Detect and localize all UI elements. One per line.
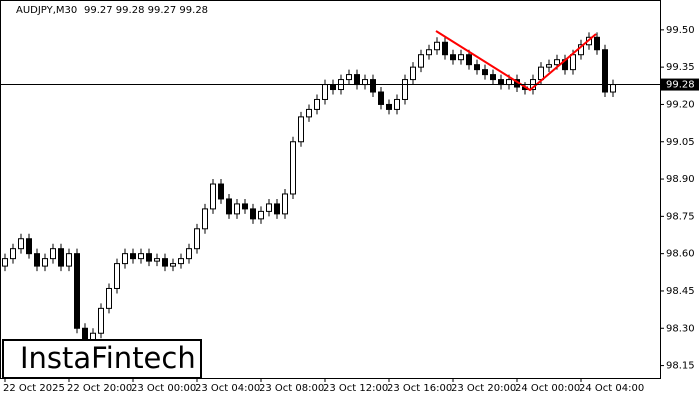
candle-body [50,248,56,260]
candle-body [122,253,128,265]
candle-body [10,248,16,260]
x-tick-label: 23 Oct 16:00 [387,383,452,394]
candle-body [442,41,448,56]
candle-body [386,103,392,110]
candle-body [298,116,304,143]
symbol: AUDJPY,M30 [16,5,77,16]
candle-body [42,258,48,267]
candle-body [218,183,224,200]
candle-body [66,253,72,267]
candle-body [506,79,512,86]
candle-body [538,66,544,81]
candle-body [610,84,616,93]
candle-body [18,238,24,250]
y-tick-label: 98.90 [666,174,695,185]
candle-body [2,258,8,267]
x-tick-label: 23 Oct 08:00 [259,383,324,394]
candle-body [466,54,472,66]
candle-body [154,258,160,262]
double-top-pattern [435,30,597,92]
candle-body [226,198,232,215]
candle-body [34,253,40,267]
candle-body [178,258,184,265]
candle-body [266,203,272,212]
candle-body [330,84,336,91]
candle-body [370,79,376,93]
x-tick-label: 23 Oct 04:00 [195,383,260,394]
candle-body [458,54,464,61]
candle-body [426,49,432,56]
candle-body [282,193,288,215]
candle-body [482,69,488,76]
x-tick-label: 23 Oct 20:00 [451,383,516,394]
candle-body [354,74,360,86]
x-tick-label: 23 Oct 12:00 [323,383,388,394]
logo-box [2,339,202,379]
y-tick-label: 98.15 [666,361,695,372]
candle-body [410,66,416,81]
x-tick-label: 22 Oct 20:00 [67,383,132,394]
y-tick-label: 99.05 [666,137,695,148]
x-tick-label: 22 Oct 2025 [3,383,65,394]
y-tick-label: 98.75 [666,211,695,222]
candle-body [170,263,176,267]
plot-frame [0,0,661,379]
candle-body [250,208,256,220]
candle-body [314,98,320,110]
y-tick-label: 99.50 [666,25,695,36]
candle-body [146,253,152,262]
candle-body [546,64,552,68]
candle-body [602,49,608,93]
x-tick-label: 24 Oct 04:00 [579,383,644,394]
candle-body [570,54,576,71]
last-price-label: 99.28 [666,80,695,91]
y-tick-label: 98.45 [666,286,695,297]
y-tick-label: 98.60 [666,249,695,260]
y-tick-label: 99.35 [666,62,695,73]
candle-body [234,203,240,215]
candle-body [74,253,80,329]
candle-body [474,64,480,71]
y-tick-label: 99.20 [666,99,695,110]
candle-body [378,91,384,105]
candle-body [490,74,496,81]
candle-body [106,287,112,309]
candle-body [594,36,600,51]
candle-body [258,210,264,220]
candle-body [450,54,456,61]
candle-body [58,248,64,267]
candle-body [98,307,104,334]
x-tick-label: 24 Oct 00:00 [515,383,580,394]
candle-body [498,79,504,86]
candle-body [138,253,144,260]
candle-body [202,208,208,230]
x-tick-label: 23 Oct 00:00 [131,383,196,394]
candle-body [322,84,328,100]
logo: InstaFintech [20,341,196,375]
candle-body [346,74,352,81]
candle-body [402,79,408,100]
y-tick-label: 98.30 [666,323,695,334]
candle-body [210,183,216,210]
quote: 99.27 99.28 99.27 99.28 [84,5,208,16]
candle-body [306,108,312,118]
candle-body [554,59,560,66]
candle-body [242,203,248,210]
candle-body [290,141,296,195]
candle-body [434,41,440,51]
candle-body [194,228,200,250]
candle-body [394,98,400,110]
candle-body [130,253,136,260]
candle-body [26,238,32,255]
candle-body [114,263,120,289]
candle-body [274,203,280,215]
last-price-box [661,78,699,91]
candle-body [362,79,368,86]
candle-body [418,54,424,68]
candle-body [162,258,168,267]
candle-body [186,248,192,260]
